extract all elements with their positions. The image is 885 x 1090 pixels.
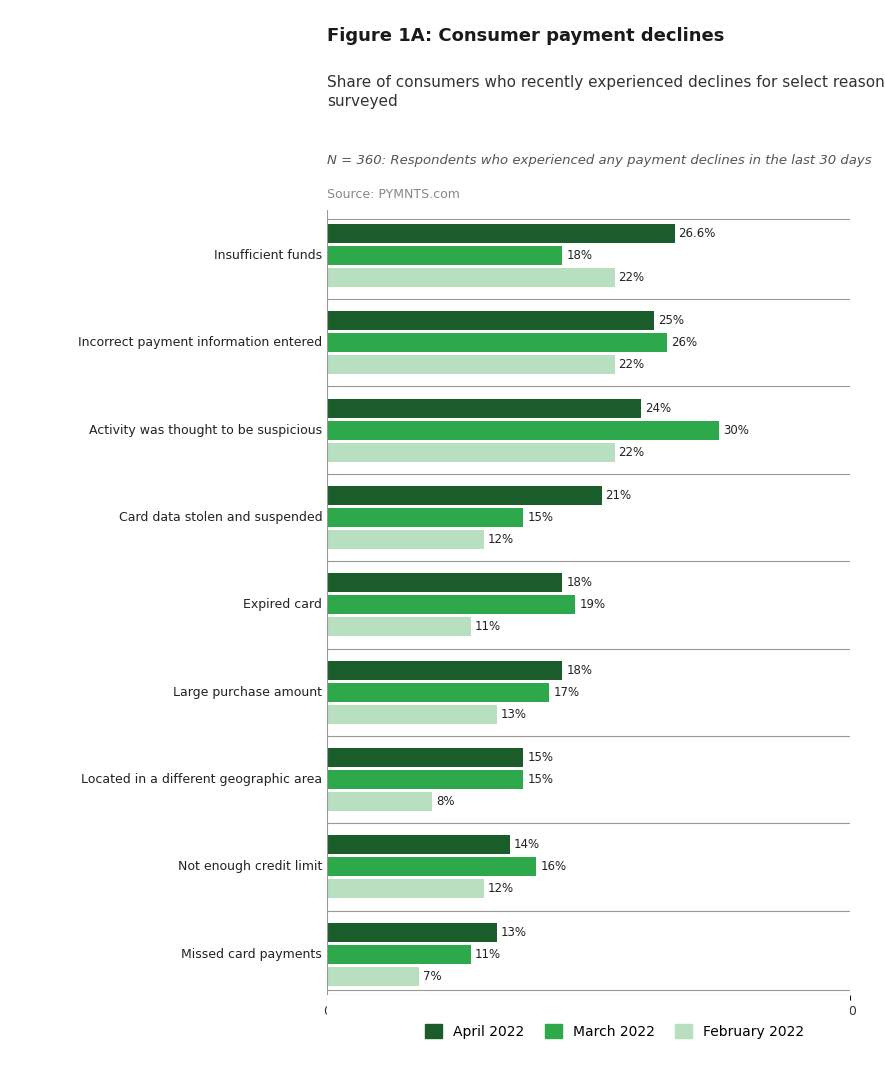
Text: 11%: 11% — [475, 948, 501, 960]
Text: 16%: 16% — [540, 860, 566, 873]
Text: 24%: 24% — [644, 401, 671, 414]
Bar — [327, 682, 550, 702]
Bar — [327, 508, 523, 526]
Text: Activity was thought to be suspicious: Activity was thought to be suspicious — [89, 424, 322, 437]
Text: 12%: 12% — [488, 533, 514, 546]
Bar — [327, 595, 575, 615]
Bar — [327, 770, 523, 789]
Text: 18%: 18% — [566, 249, 592, 262]
Legend: April 2022, March 2022, February 2022: April 2022, March 2022, February 2022 — [419, 1019, 810, 1044]
Text: 15%: 15% — [527, 511, 553, 524]
Bar — [327, 858, 536, 876]
Text: 7%: 7% — [423, 970, 442, 983]
Text: Incorrect payment information entered: Incorrect payment information entered — [78, 336, 322, 349]
Text: 26%: 26% — [671, 336, 696, 349]
Bar — [327, 880, 484, 898]
Bar — [327, 334, 667, 352]
Text: Card data stolen and suspended: Card data stolen and suspended — [119, 511, 322, 524]
Bar — [327, 661, 563, 680]
Text: Expired card: Expired card — [243, 598, 322, 611]
Text: Large purchase amount: Large purchase amount — [173, 686, 322, 699]
Text: Figure 1A: Consumer payment declines: Figure 1A: Consumer payment declines — [327, 27, 725, 46]
Text: 14%: 14% — [514, 838, 540, 851]
Text: 18%: 18% — [566, 577, 592, 590]
Text: 22%: 22% — [619, 359, 644, 372]
Text: N = 360: Respondents who experienced any payment declines in the last 30 days: N = 360: Respondents who experienced any… — [327, 154, 872, 167]
Text: 11%: 11% — [475, 620, 501, 633]
Text: Not enough credit limit: Not enough credit limit — [178, 860, 322, 873]
Text: 8%: 8% — [435, 795, 454, 808]
Text: Share of consumers who recently experienced declines for select reasons, by mont: Share of consumers who recently experien… — [327, 74, 885, 109]
Bar — [327, 967, 419, 985]
Text: 22%: 22% — [619, 271, 644, 283]
Bar — [327, 246, 563, 265]
Text: Missed card payments: Missed card payments — [181, 948, 322, 960]
Bar — [327, 312, 654, 330]
Bar — [327, 573, 563, 592]
Bar — [327, 486, 602, 505]
Bar — [327, 268, 615, 287]
Bar — [327, 399, 641, 417]
Bar — [327, 355, 615, 374]
Text: 12%: 12% — [488, 883, 514, 896]
Text: Insufficient funds: Insufficient funds — [214, 249, 322, 262]
Bar — [327, 617, 471, 637]
Bar — [327, 223, 674, 243]
Text: Located in a different geographic area: Located in a different geographic area — [81, 773, 322, 786]
Text: 13%: 13% — [501, 707, 527, 720]
Text: 26.6%: 26.6% — [679, 227, 716, 240]
Text: 19%: 19% — [580, 598, 605, 611]
Bar — [327, 421, 719, 439]
Text: 18%: 18% — [566, 664, 592, 677]
Text: 13%: 13% — [501, 925, 527, 938]
Text: 15%: 15% — [527, 773, 553, 786]
Text: 25%: 25% — [658, 314, 684, 327]
Bar — [327, 945, 471, 964]
Text: 22%: 22% — [619, 446, 644, 459]
Text: 30%: 30% — [723, 424, 749, 437]
Text: 21%: 21% — [605, 489, 632, 501]
Text: 17%: 17% — [553, 686, 580, 699]
Text: 15%: 15% — [527, 751, 553, 764]
Bar — [327, 835, 510, 855]
Bar — [327, 705, 497, 724]
Text: Source: PYMNTS.com: Source: PYMNTS.com — [327, 187, 460, 201]
Bar — [327, 443, 615, 462]
Bar — [327, 530, 484, 549]
Bar — [327, 923, 497, 942]
Bar — [327, 748, 523, 767]
Bar — [327, 792, 432, 811]
